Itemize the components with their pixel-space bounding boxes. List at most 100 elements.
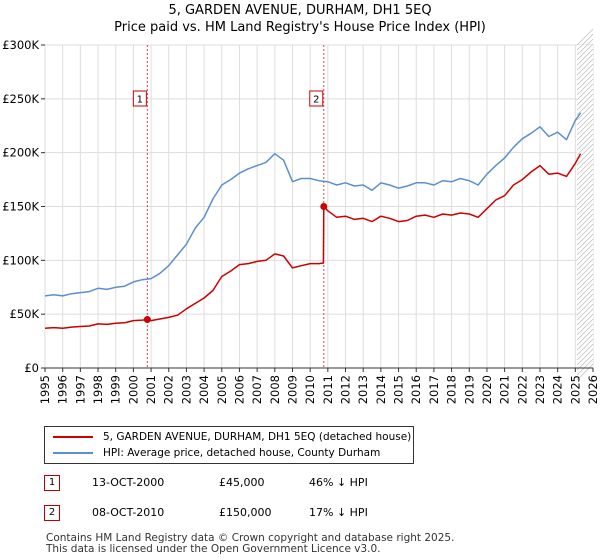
forecast-hatch	[576, 188, 594, 206]
x-tick-label: 2009	[285, 375, 299, 404]
forecast-hatch	[576, 108, 594, 126]
x-tick-label: 1998	[91, 375, 105, 404]
x-tick-label: 2013	[356, 375, 370, 404]
x-tick-label: 2015	[392, 375, 406, 404]
x-tick-label: 2016	[409, 375, 423, 404]
forecast-hatch	[576, 248, 594, 266]
transaction-price: £150,000	[219, 506, 272, 519]
y-tick-label: £200K	[2, 146, 39, 160]
forecast-hatch	[576, 123, 594, 141]
footer-copyright: Contains HM Land Registry data © Crown c…	[46, 532, 455, 544]
x-tick-label: 1995	[38, 375, 52, 404]
forecast-hatch	[576, 158, 594, 176]
chart-subtitle: Price paid vs. HM Land Registry's House …	[114, 20, 486, 35]
x-tick-label: 2008	[268, 375, 282, 404]
forecast-hatch	[576, 138, 594, 156]
sale-point	[320, 203, 328, 210]
annotation-label: 2	[313, 95, 319, 106]
annotation-box	[132, 90, 147, 107]
annotation-label: 1	[137, 95, 143, 106]
forecast-hatch	[576, 338, 594, 356]
x-tick-label: 1997	[73, 375, 87, 404]
forecast-hatch	[576, 38, 594, 56]
x-tick-label: 2001	[144, 375, 158, 404]
x-tick-label: 2022	[515, 375, 529, 404]
price-line	[44, 153, 582, 329]
legend-swatch-price	[53, 436, 93, 438]
legend: 5, GARDEN AVENUE, DURHAM, DH1 5EQ (detac…	[44, 426, 414, 464]
forecast-hatch	[576, 73, 594, 91]
transaction-number: 2	[44, 505, 60, 521]
hpi-line	[44, 112, 582, 297]
forecast-hatch	[576, 243, 594, 261]
legend-swatch-hpi	[53, 452, 93, 454]
x-tick-label: 2005	[215, 375, 229, 404]
y-tick-label: £300K	[2, 38, 39, 52]
forecast-hatch	[576, 263, 594, 281]
forecast-hatch	[576, 233, 594, 251]
forecast-hatch	[576, 323, 594, 341]
forecast-hatch	[576, 228, 594, 246]
transaction-date: 13-OCT-2000	[92, 476, 165, 489]
forecast-hatch	[576, 238, 594, 256]
forecast-hatch	[576, 53, 594, 71]
forecast-hatch	[576, 153, 594, 171]
transaction-row: 2 08-OCT-2010 £150,000 17% ↓ HPI	[44, 505, 464, 523]
forecast-band	[576, 28, 594, 381]
forecast-hatch	[576, 203, 594, 221]
forecast-hatch	[576, 218, 594, 236]
footer: Contains HM Land Registry data © Crown c…	[46, 533, 454, 555]
forecast-hatch	[576, 58, 594, 76]
y-tick-label: £250K	[2, 92, 39, 106]
y-tick-label: £150K	[2, 200, 39, 214]
forecast-hatch	[576, 43, 594, 61]
x-tick-label: 2000	[126, 375, 140, 404]
forecast-hatch	[576, 193, 594, 211]
forecast-hatch	[576, 208, 594, 226]
legend-label-price: 5, GARDEN AVENUE, DURHAM, DH1 5EQ (detac…	[103, 431, 412, 443]
forecast-hatch	[576, 113, 594, 131]
legend-item-price: 5, GARDEN AVENUE, DURHAM, DH1 5EQ (detac…	[53, 430, 411, 444]
x-tick-label: 2003	[179, 375, 193, 404]
transaction-price: £45,000	[219, 476, 265, 489]
forecast-hatch	[576, 333, 594, 351]
forecast-hatch	[576, 68, 594, 86]
y-tick-label: £100K	[2, 253, 39, 267]
x-tick-label: 2006	[232, 375, 246, 404]
forecast-hatch	[576, 78, 594, 96]
y-axis: £0 £50K £100K £150K £200K £250K £300K	[2, 38, 45, 375]
x-tick-label: 2021	[498, 375, 512, 404]
forecast-hatch	[576, 278, 594, 296]
legend-label-hpi: HPI: Average price, detached house, Coun…	[103, 447, 381, 459]
forecast-hatch	[576, 313, 594, 331]
x-tick-label: 2019	[462, 375, 476, 404]
forecast-hatch	[576, 293, 594, 311]
forecast-hatch	[576, 83, 594, 101]
forecast-hatch	[576, 288, 594, 306]
series-lines	[44, 112, 582, 329]
forecast-hatch	[576, 198, 594, 216]
x-tick-label: 2012	[339, 375, 353, 404]
forecast-hatch	[576, 168, 594, 186]
forecast-hatch	[576, 343, 594, 361]
forecast-hatch	[576, 28, 594, 46]
forecast-hatch	[576, 103, 594, 121]
forecast-hatch	[576, 128, 594, 146]
x-axis: 1995 1996 1997 1998 1999 2000 2001 2002 2003 2004…	[38, 367, 600, 404]
transaction-number: 1	[44, 475, 60, 491]
sale-point	[143, 316, 151, 324]
forecast-hatch	[576, 133, 594, 151]
x-tick-label: 2018	[445, 375, 459, 404]
transaction-row: 1 13-OCT-2000 £45,000 46% ↓ HPI	[44, 475, 464, 493]
forecast-hatch	[576, 223, 594, 241]
forecast-hatch	[576, 163, 594, 181]
x-tick-label: 2017	[427, 375, 441, 404]
forecast-hatch	[576, 328, 594, 346]
y-tick-label: £0	[24, 361, 39, 375]
x-tick-label: 2014	[374, 375, 388, 404]
x-tick-label: 2007	[250, 375, 264, 404]
x-tick-label: 2002	[162, 375, 176, 404]
forecast-hatch	[576, 33, 594, 51]
